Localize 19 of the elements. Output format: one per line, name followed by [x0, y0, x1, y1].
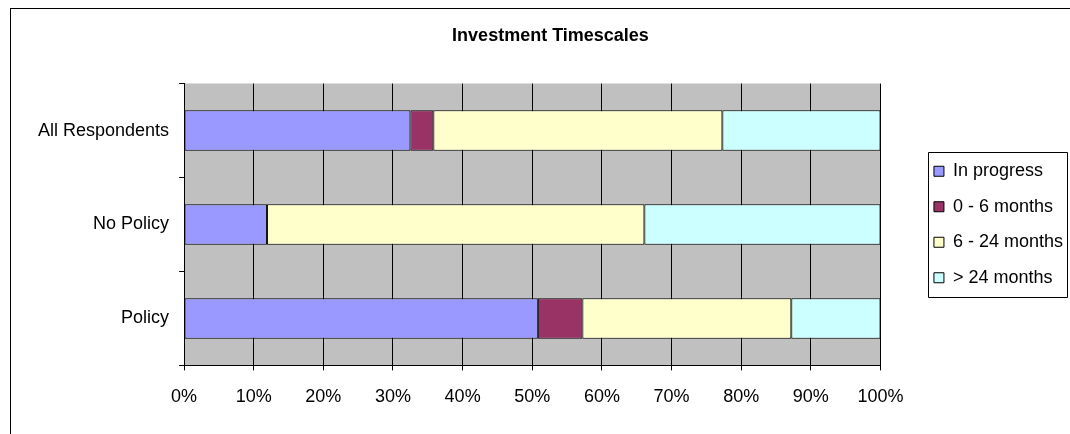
legend-label: 6 - 24 months	[952, 231, 1064, 252]
x-tick-label: 40%	[444, 386, 481, 407]
x-tick-label: 60%	[583, 386, 620, 407]
chart-title: Investment Timescales	[452, 24, 649, 45]
legend-label: > 24 months	[952, 266, 1053, 287]
x-tick-label: 100%	[857, 386, 904, 407]
x-tick-label: 0%	[171, 386, 198, 407]
legend-label: In progress	[952, 160, 1043, 181]
x-tick-label: 20%	[305, 386, 342, 407]
x-tick-label: 90%	[792, 386, 829, 407]
x-tick-label: 70%	[653, 386, 690, 407]
x-tick-label: 80%	[723, 386, 760, 407]
x-tick-label: 10%	[235, 386, 272, 407]
x-tick-label: 50%	[514, 386, 551, 407]
y-tick-label: Policy	[121, 307, 170, 328]
x-tick-label: 30%	[374, 386, 411, 407]
y-tick-label: No Policy	[93, 213, 170, 234]
legend-label: 0 - 6 months	[952, 195, 1053, 216]
y-tick-label: All Respondents	[37, 119, 170, 140]
